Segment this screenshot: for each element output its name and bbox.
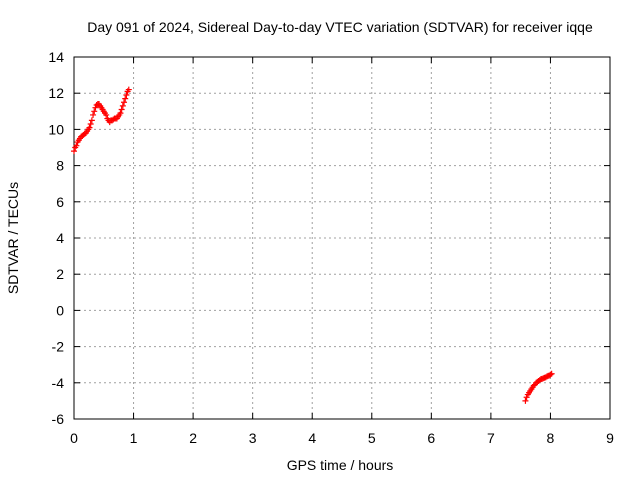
x-tick-label: 9: [606, 430, 614, 446]
x-axis-label: GPS time / hours: [287, 457, 394, 473]
ticks: [73, 56, 611, 420]
y-tick-label: 2: [56, 266, 64, 282]
data-point: [122, 95, 129, 102]
x-tick-label: 3: [249, 430, 257, 446]
y-tick-label: -6: [52, 411, 65, 427]
data-point: [119, 102, 126, 109]
y-tick-label: 8: [56, 158, 64, 174]
x-tick-label: 5: [368, 430, 376, 446]
y-tick-label: 4: [56, 230, 64, 246]
data-point: [118, 106, 125, 113]
data-point: [123, 92, 130, 99]
data-point: [90, 111, 97, 118]
data-point: [92, 104, 99, 111]
y-tick-label: 0: [56, 302, 64, 318]
data-point: [125, 86, 132, 93]
data-point: [548, 370, 555, 377]
data-point: [73, 142, 80, 149]
data-point: [547, 371, 554, 378]
y-axis-label: SDTVAR / TECUs: [5, 182, 21, 294]
data-point: [121, 99, 128, 106]
x-tick-label: 4: [308, 430, 316, 446]
data-point: [117, 110, 124, 117]
y-tick-label: 6: [56, 194, 64, 210]
data-point: [87, 120, 94, 127]
data-point: [522, 397, 529, 404]
y-tick-label: 14: [48, 49, 64, 65]
data-point: [91, 108, 98, 115]
y-tick-label: 10: [48, 121, 64, 137]
data-point: [523, 394, 530, 401]
y-tick-labels: -6 -4 -2 0 2 4 6 8 10 12 14: [48, 49, 64, 427]
data-point: [88, 117, 95, 124]
x-tick-labels: 0 1 2 3 4 5 6 7 8 9: [70, 430, 614, 446]
grid: [74, 57, 610, 419]
data-point: [86, 124, 93, 131]
y-tick-label: -4: [52, 375, 65, 391]
x-tick-label: 0: [70, 430, 78, 446]
y-tick-label: 12: [48, 85, 64, 101]
data-point: [71, 148, 77, 155]
y-tick-label: -2: [52, 339, 65, 355]
x-tick-label: 1: [130, 430, 138, 446]
chart-title: Day 091 of 2024, Sidereal Day-to-day VTE…: [87, 19, 593, 35]
data-points: [71, 86, 555, 404]
data-point: [103, 111, 110, 118]
x-tick-label: 6: [427, 430, 435, 446]
x-tick-label: 8: [547, 430, 555, 446]
x-tick-label: 2: [189, 430, 197, 446]
x-tick-label: 7: [487, 430, 495, 446]
